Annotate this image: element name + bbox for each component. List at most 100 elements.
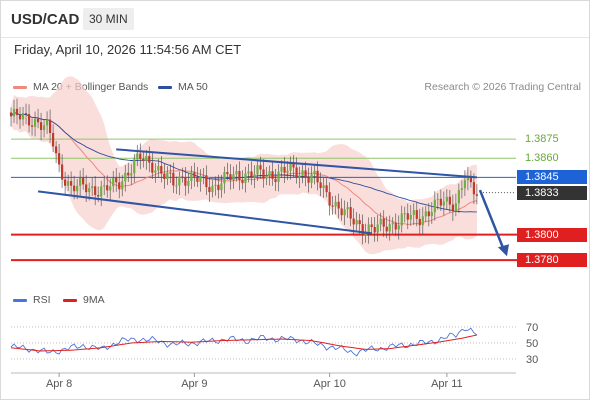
candle-body — [388, 224, 391, 232]
candle-body — [460, 188, 463, 191]
candle-body — [241, 180, 244, 184]
candle-body — [271, 171, 274, 179]
candle-body — [475, 194, 479, 196]
candle-body — [415, 210, 418, 219]
candle-body — [418, 218, 421, 226]
level-label-1-3845: 1.3845 — [517, 170, 587, 185]
candle-body — [376, 224, 379, 233]
timeframe-badge[interactable]: 30 MIN — [83, 8, 134, 30]
candle-body — [232, 174, 235, 181]
candle-body — [472, 182, 476, 195]
candle-body — [355, 220, 358, 225]
candle-body — [154, 170, 157, 173]
candle-body — [289, 162, 292, 171]
candle-body — [340, 208, 343, 216]
candle-body — [439, 198, 442, 206]
candle-body — [91, 186, 94, 189]
candle-body — [421, 216, 424, 226]
candle-body — [187, 180, 190, 186]
candle-body — [184, 177, 187, 186]
candle-body — [283, 166, 286, 173]
timestamp: Friday, April 10, 2026 11:54:56 AM CET — [14, 42, 242, 57]
candle-body — [244, 173, 247, 184]
candle-body — [139, 153, 142, 160]
candle-body — [36, 118, 40, 123]
ma20-line — [10, 111, 478, 226]
candle-body — [157, 165, 160, 171]
candle-body — [82, 178, 85, 185]
candle-body — [109, 186, 112, 191]
candle-body — [448, 196, 451, 205]
candle-body — [130, 173, 133, 176]
legend-rsi-ma: 9MA — [63, 294, 105, 306]
candle-body — [199, 176, 202, 182]
candle-body — [94, 186, 97, 196]
candle-body — [103, 185, 106, 187]
candle-body — [337, 201, 340, 209]
candle-body — [196, 176, 199, 182]
candle-body — [48, 119, 52, 134]
level-label-1-3875: 1.3875 — [525, 133, 559, 146]
candle-body — [39, 122, 43, 130]
candle-body — [88, 188, 91, 193]
chart-header: USD/CAD 30 MIN — [1, 1, 589, 37]
candle-body — [42, 125, 46, 130]
rsi-tick-label: 30 — [526, 354, 538, 366]
legend-rsi: RSI — [13, 294, 51, 306]
candle-body — [67, 181, 70, 186]
candle-body — [433, 199, 436, 213]
candle-body — [106, 185, 109, 191]
candle-body — [406, 213, 409, 220]
x-axis-label: Apr 9 — [181, 378, 207, 390]
candle-body — [151, 162, 154, 173]
candle-body — [379, 218, 382, 225]
candle-body — [9, 112, 13, 117]
candle-body — [262, 169, 265, 179]
ma50-line — [10, 111, 477, 213]
candle-body — [370, 224, 373, 227]
candle-body — [21, 113, 25, 120]
candle-body — [64, 179, 67, 186]
candle-body — [217, 184, 220, 191]
candle-body — [304, 170, 307, 178]
candle-body — [385, 226, 388, 232]
candle-body — [211, 185, 214, 193]
candle-body — [424, 211, 427, 217]
candle-body — [277, 171, 280, 182]
level-label-1-3860: 1.3860 — [525, 152, 559, 165]
rsi-line — [10, 327, 478, 357]
candle-body — [253, 174, 256, 178]
candle-body — [319, 182, 322, 188]
candle-body — [331, 205, 334, 207]
candle-body — [301, 170, 304, 176]
candle-body — [361, 224, 364, 236]
candle-body — [175, 185, 178, 187]
candle-body — [265, 175, 268, 179]
candle-body — [118, 182, 121, 190]
legend-ma50-label: MA 50 — [178, 81, 208, 93]
candle-body — [457, 190, 460, 204]
candle-body — [70, 181, 73, 186]
candle-body — [259, 165, 262, 170]
candle-body — [280, 166, 283, 172]
candle-body — [205, 175, 208, 188]
candle-body — [30, 125, 34, 127]
candle-body — [202, 175, 205, 177]
ma20-swatch — [13, 85, 27, 89]
candle-body — [160, 165, 163, 174]
candle-body — [391, 222, 394, 225]
candle-body — [226, 172, 229, 175]
candle-body — [18, 115, 22, 120]
header-divider — [1, 37, 589, 38]
candle-body — [469, 175, 473, 183]
candle-body — [12, 108, 16, 117]
candle-body — [133, 159, 136, 174]
candle-body — [112, 177, 115, 187]
candle-body — [313, 170, 316, 175]
candle-body — [178, 176, 181, 186]
candle-body — [61, 164, 64, 180]
candle-body — [307, 177, 310, 183]
candle-body — [334, 201, 337, 207]
candle-body — [172, 172, 175, 186]
